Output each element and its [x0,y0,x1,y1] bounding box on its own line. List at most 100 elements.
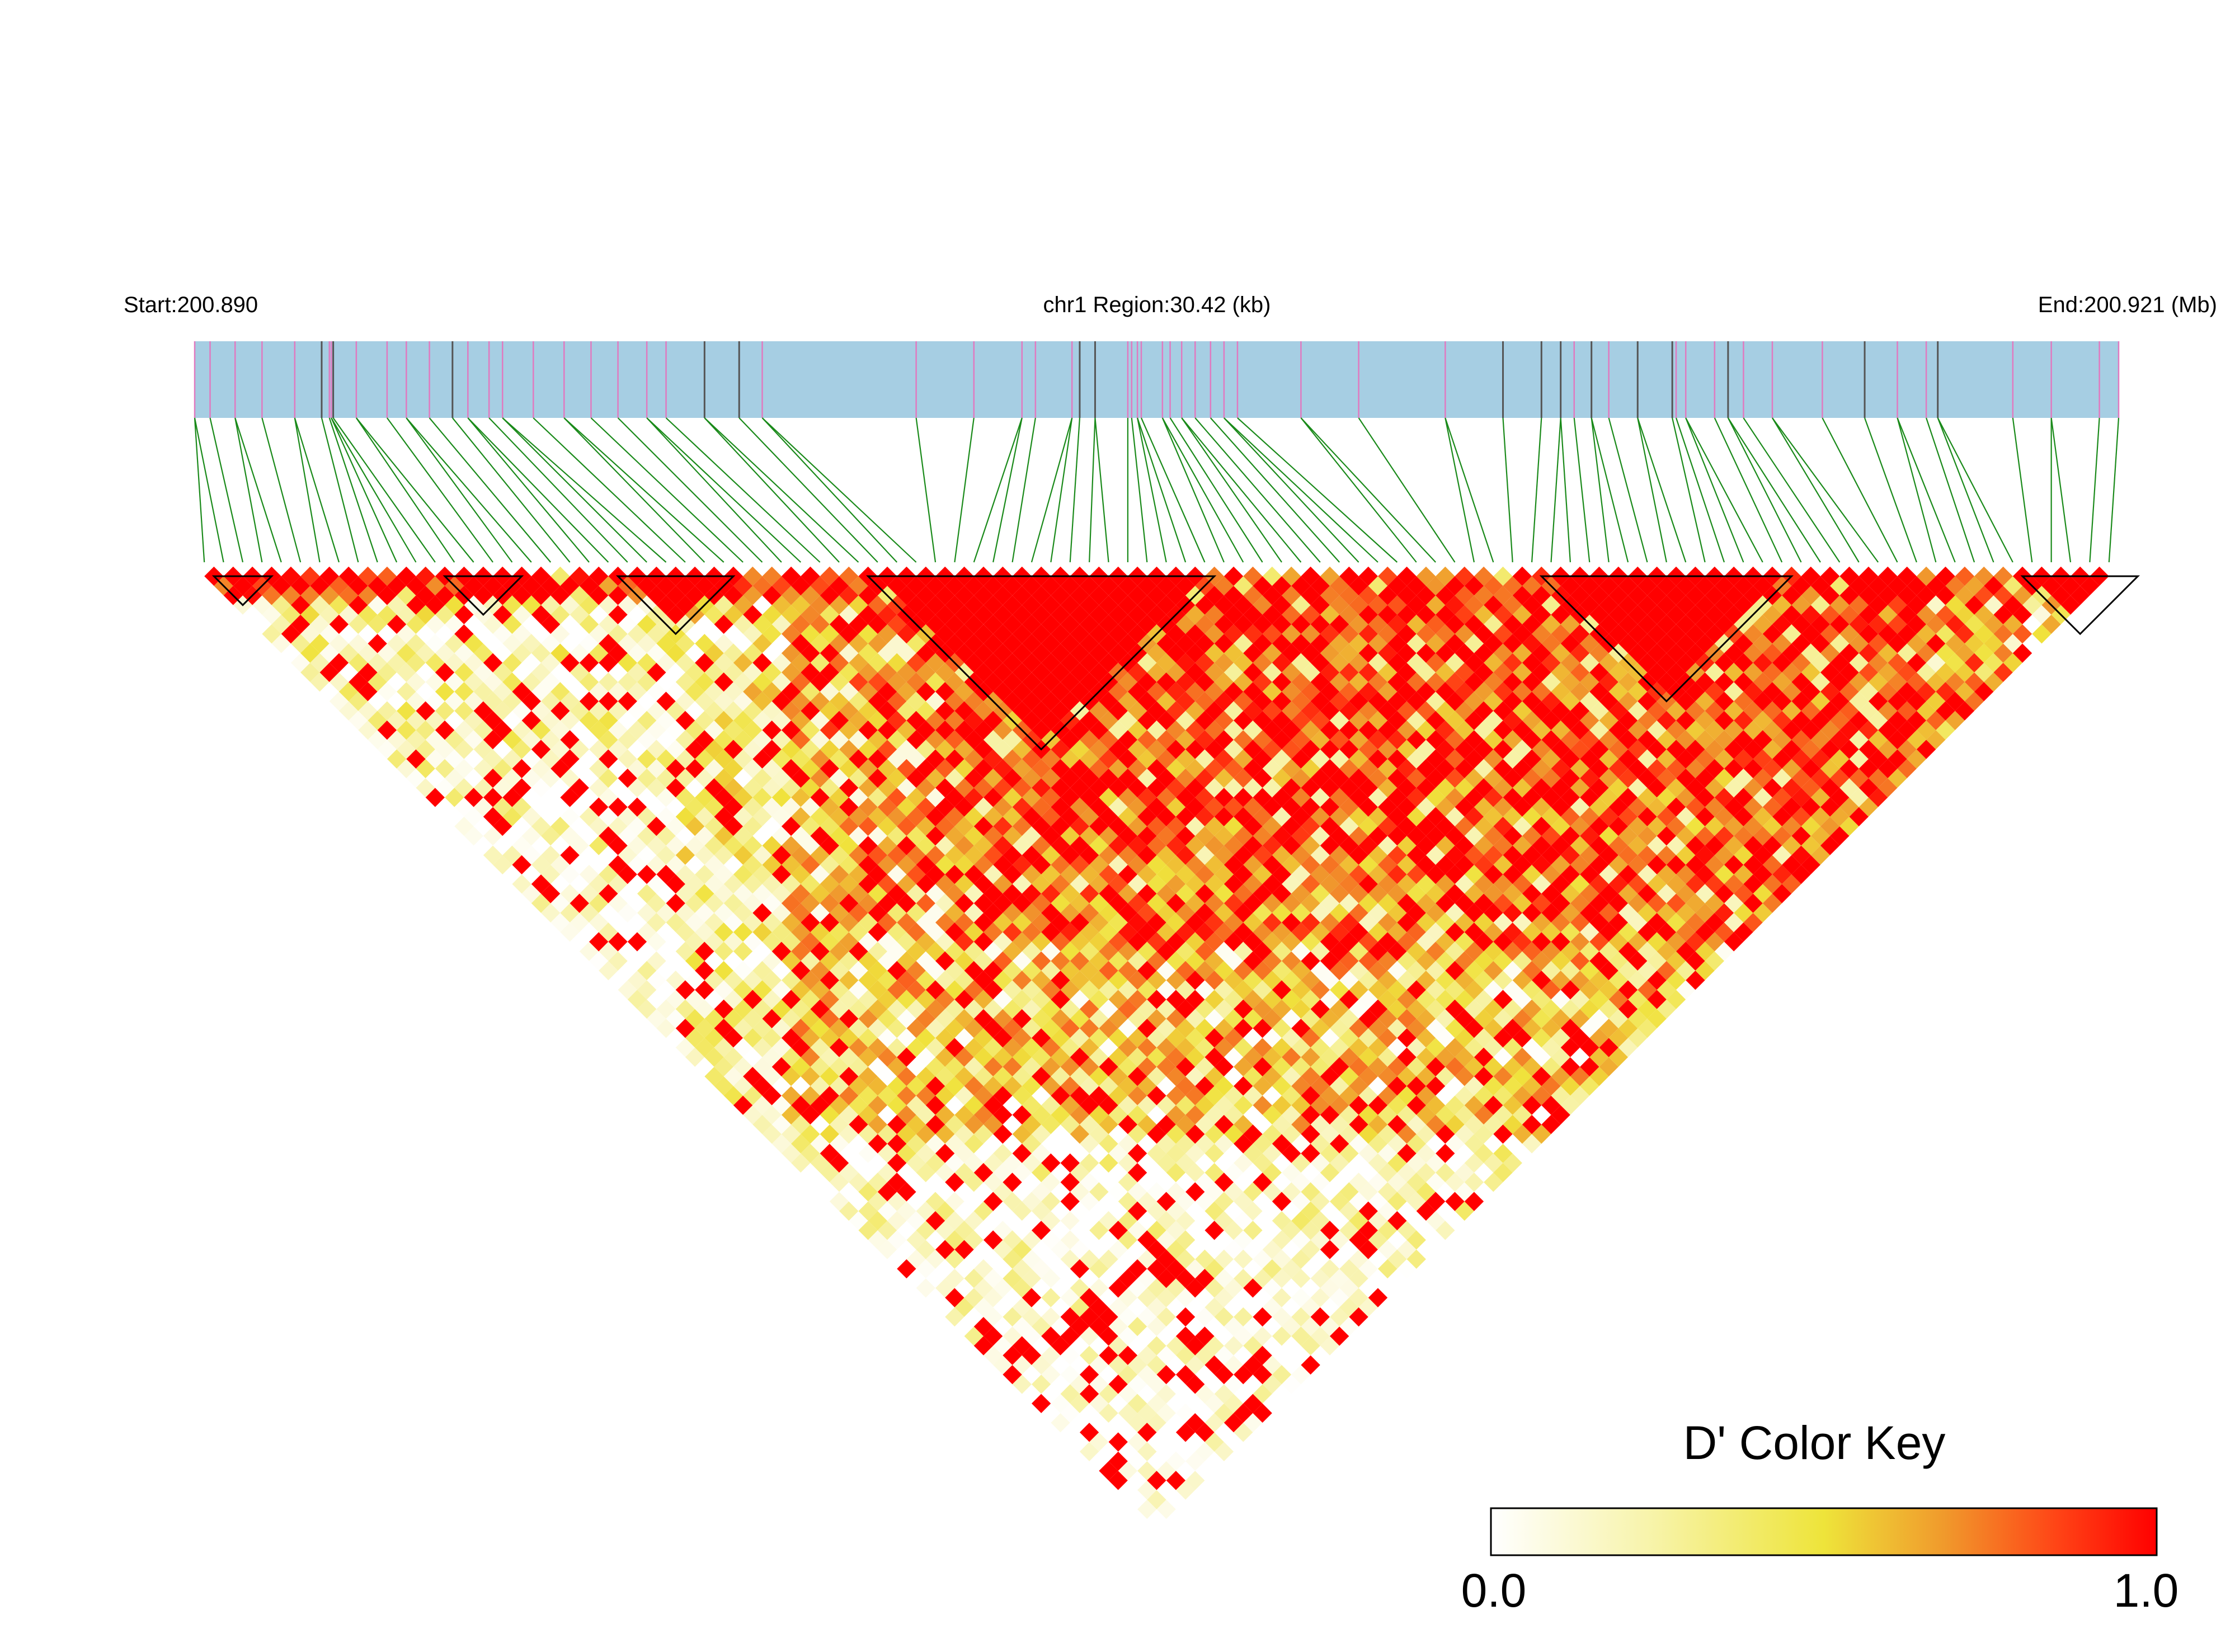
ld-cell [502,614,522,634]
ld-cell [1070,720,1090,740]
ld-cell [685,682,705,702]
ld-cell [666,816,685,836]
ld-cell [983,576,1003,596]
ld-cell [1310,1114,1330,1135]
ld-cell [897,970,916,990]
ld-cell [1849,653,1869,672]
ld-cell [704,1066,724,1086]
snp-connector [194,417,205,563]
ld-cell [1474,951,1494,971]
ld-cell [1416,970,1436,990]
snp-connector [1591,417,1610,563]
ld-cell [1416,701,1436,721]
ld-cell [425,595,445,615]
ld-cell [1868,653,1888,672]
ld-cell [1118,1307,1138,1327]
color-key-min-label: 0.0 [1461,1564,1527,1617]
ld-cell [1118,1057,1138,1077]
ld-cell [1243,1047,1263,1067]
ld-cell [1522,903,1542,923]
ld-cell [983,634,1003,653]
ld-cell [1166,951,1186,971]
ld-cell [906,788,926,807]
ld-cell [1147,1086,1166,1105]
ld-cell [1060,1288,1080,1307]
ld-cell [1397,1201,1417,1221]
ld-cell [1147,682,1166,702]
ld-cell [1974,624,1994,644]
ld-cell [1839,720,1859,740]
ld-cell [983,980,1003,1000]
ld-cell [762,1047,782,1067]
ld-cell [1618,595,1638,615]
ld-cell [1599,903,1618,923]
ld-cell [1310,1307,1330,1327]
ld-cell [945,672,964,692]
ld-cell [1589,662,1609,683]
ld-cell [1147,720,1166,740]
ld-cell [849,1173,868,1192]
ld-cell [1166,1201,1186,1221]
ld-cell [973,1259,994,1279]
ld-cell [1570,1047,1590,1067]
ld-cell [1762,797,1782,817]
ld-cell [1425,1018,1446,1038]
ld-cell [1204,643,1224,663]
ld-cell [1320,759,1340,779]
ld-cell [1734,788,1753,807]
ld-cell [1079,1423,1099,1442]
ld-cell [1243,605,1263,624]
snp-connector [1926,417,1975,563]
ld-cell [1349,672,1368,692]
ld-cell [387,749,407,769]
ld-cell [397,605,416,624]
ld-cell [1175,999,1196,1019]
ld-cell [1724,836,1744,855]
ld-cell [319,624,339,644]
ld-cell [1830,634,1850,653]
ld-cell [1175,1173,1196,1192]
ld-cell [1993,605,2013,624]
ld-cell [1618,942,1638,961]
ld-cell [1272,1038,1292,1057]
ld-cell [1214,999,1234,1019]
ld-cell [1185,1143,1205,1163]
ld-cell [801,566,820,586]
ld-cell [1810,653,1831,672]
ld-cell [550,912,570,933]
ld-cell [1503,1153,1522,1173]
ld-cell [1686,970,1705,990]
ld-cell [839,1009,859,1029]
ld-cell [1243,662,1263,683]
ld-cell [945,1269,964,1288]
ld-cell [1387,884,1407,903]
ld-cell [570,701,589,721]
ld-cell [349,595,368,615]
ld-cell [1801,797,1820,817]
ld-cell [1079,1018,1099,1038]
ld-cell [1455,566,1474,586]
ld-cell [1272,672,1292,692]
ld-cell [406,614,426,634]
ld-cell [1791,691,1811,711]
ld-cell [1118,1461,1138,1481]
ld-cell [1175,923,1196,942]
ld-cell [397,566,416,586]
ld-cell [1060,1249,1080,1269]
ld-cell [1339,893,1359,913]
ld-cell [1532,605,1551,624]
ld-cell [1830,653,1850,672]
ld-cell [1445,1038,1465,1057]
ld-cell [1551,855,1570,875]
ld-cell [1060,1384,1080,1404]
ld-cell [1003,1134,1022,1154]
ld-cell [454,797,474,817]
ld-cell [1993,662,2013,683]
ld-cell [1532,951,1551,971]
ld-cell [1484,1114,1503,1135]
ld-cell [550,643,570,663]
ld-cell [1474,1047,1494,1067]
ld-cell [1416,932,1436,952]
ld-cell [1224,1182,1244,1202]
ld-cell [1118,1403,1138,1423]
